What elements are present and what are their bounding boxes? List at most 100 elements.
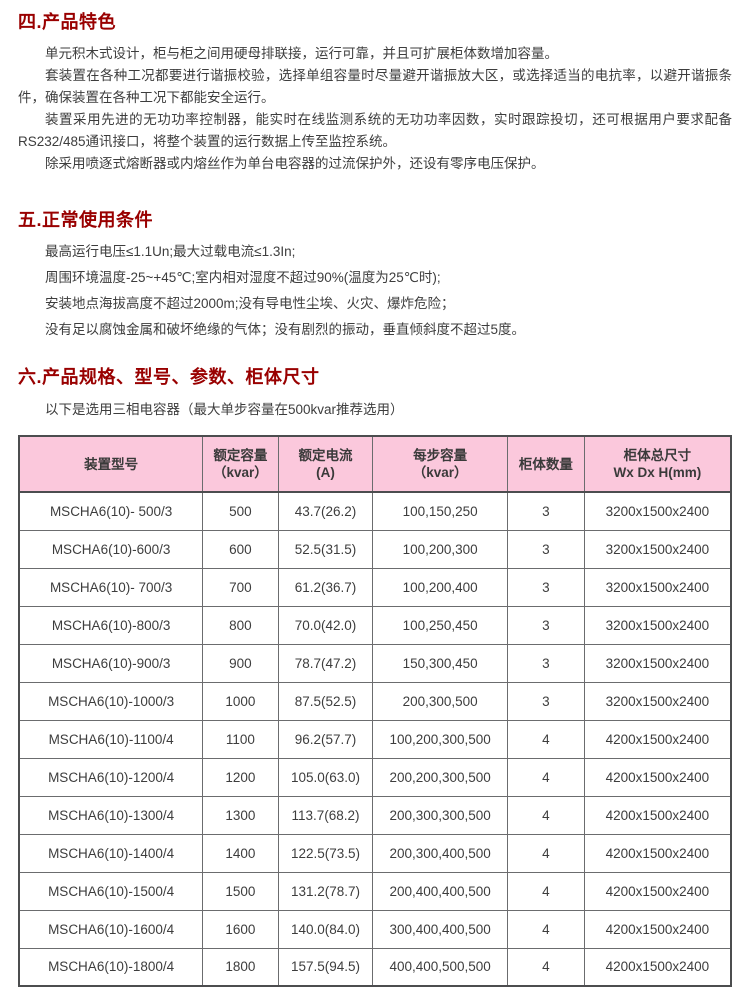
table-cell: MSCHA6(10)-1200/4	[18, 757, 204, 797]
table-cell: 43.7(26.2)	[277, 491, 374, 531]
table-row: MSCHA6(10)-1600/4 1600 140.0(84.0) 300,400,…	[18, 909, 732, 949]
table-cell: 1100	[202, 719, 279, 759]
table-cell: 400,400,500,500	[372, 947, 508, 987]
table-cell: MSCHA6(10)-900/3	[18, 643, 204, 683]
table-cell: 4200x1500x2400	[583, 947, 732, 987]
table-cell: MSCHA6(10)- 500/3	[18, 491, 204, 531]
table-row: MSCHA6(10)-900/3 900 78.7(47.2) 150,300,450…	[18, 643, 732, 683]
table-cell: MSCHA6(10)- 700/3	[18, 567, 204, 607]
table-cell: 4	[506, 909, 585, 949]
section4-paragraphs: 单元积木式设计，柜与柜之间用硬母排联接，运行可靠，并且可扩展柜体数增加容量。 套…	[18, 43, 732, 175]
table-cell: 3200x1500x2400	[583, 567, 732, 607]
table-cell: 3	[506, 567, 585, 607]
table-cell: 200,400,400,500	[372, 871, 508, 911]
table-cell: 4	[506, 795, 585, 835]
condition-line: 最高运行电压≤1.1Un;最大过载电流≤1.3In;	[45, 244, 296, 259]
section5-conditions: 最高运行电压≤1.1Un;最大过载电流≤1.3In; 周围环境温度-25~+45…	[18, 239, 732, 343]
header-label: 每步容量	[413, 448, 468, 463]
table-cell: 3200x1500x2400	[583, 529, 732, 569]
table-row: MSCHA6(10)-600/3 600 52.5(31.5) 100,200,300…	[18, 529, 732, 569]
header-cell-rated-capacity: 额定容量 （kvar）	[202, 435, 279, 493]
table-row: MSCHA6(10)- 700/3 700 61.2(36.7) 100,200,40…	[18, 567, 732, 607]
table-cell: 600	[202, 529, 279, 569]
table-cell: 100,200,300	[372, 529, 508, 569]
section4-heading: 四.产品特色	[18, 12, 117, 32]
table-cell: 3200x1500x2400	[583, 681, 732, 721]
header-cell-rated-current: 额定电流 (A)	[277, 435, 374, 493]
table-cell: 800	[202, 605, 279, 645]
table-cell: 900	[202, 643, 279, 683]
header-label: 额定电流	[298, 448, 353, 463]
table-cell: 3200x1500x2400	[583, 491, 732, 531]
table-cell: 3	[506, 491, 585, 531]
header-sublabel: Wx Dx H(mm)	[613, 465, 702, 480]
table-cell: 3	[506, 681, 585, 721]
table-row: MSCHA6(10)- 500/3 500 43.7(26.2) 100,150,25…	[18, 491, 732, 531]
table-cell: 3200x1500x2400	[583, 605, 732, 645]
table-cell: 4	[506, 757, 585, 797]
table-cell: MSCHA6(10)-1100/4	[18, 719, 204, 759]
table-cell: 4200x1500x2400	[583, 871, 732, 911]
paragraph: 除采用喷逐式熔断器或内熔丝作为单台电容器的过流保护外，还设有零序电压保护。	[45, 156, 545, 171]
table-cell: MSCHA6(10)-1300/4	[18, 795, 204, 835]
section6-heading: 六.产品规格、型号、参数、柜体尺寸	[18, 367, 320, 387]
table-cell: 1200	[202, 757, 279, 797]
table-cell: 4	[506, 947, 585, 987]
table-cell: MSCHA6(10)-1800/4	[18, 947, 204, 987]
table-cell: 122.5(73.5)	[277, 833, 374, 873]
table-cell: 78.7(47.2)	[277, 643, 374, 683]
condition-line: 安装地点海拔高度不超过2000m;没有导电性尘埃、火灾、爆炸危险；	[45, 296, 455, 311]
header-sublabel: （kvar）	[213, 465, 268, 480]
table-cell: 3	[506, 643, 585, 683]
table-header-row: 装置型号 额定容量 （kvar） 额定电流 (A) 每步容量 （kvar）	[18, 435, 732, 493]
table-cell: 4200x1500x2400	[583, 795, 732, 835]
section5-heading: 五.正常使用条件	[18, 210, 154, 230]
table-cell: MSCHA6(10)-1500/4	[18, 871, 204, 911]
section-product-features: 四.产品特色 单元积木式设计，柜与柜之间用硬母排联接，运行可靠，并且可扩展柜体数…	[18, 10, 732, 175]
table-cell: MSCHA6(10)-1600/4	[18, 909, 204, 949]
section-specifications: 六.产品规格、型号、参数、柜体尺寸 以下是选用三相电容器（最大单步容量在500k…	[18, 365, 732, 987]
table-cell: 3	[506, 605, 585, 645]
spec-table-head: 装置型号 额定容量 （kvar） 额定电流 (A) 每步容量 （kvar）	[18, 435, 732, 493]
table-cell: 131.2(78.7)	[277, 871, 374, 911]
table-cell: 200,300,500	[372, 681, 508, 721]
table-row: MSCHA6(10)-1800/4 1800 157.5(94.5) 400,400,…	[18, 947, 732, 987]
table-cell: MSCHA6(10)-600/3	[18, 529, 204, 569]
paragraph: 装置采用先进的无功功率控制器，能实时在线监测系统的无功功率因数，实时跟踪投切，还…	[18, 112, 732, 149]
table-cell: 140.0(84.0)	[277, 909, 374, 949]
header-label: 柜体数量	[518, 456, 573, 472]
table-row: MSCHA6(10)-1100/4 1100 96.2(57.7) 100,200,3…	[18, 719, 732, 759]
table-row: MSCHA6(10)-800/3 800 70.0(42.0) 100,250,450…	[18, 605, 732, 645]
table-row: MSCHA6(10)-1400/4 1400 122.5(73.5) 200,300,…	[18, 833, 732, 873]
condition-line: 没有足以腐蚀金属和破坏绝缘的气体；没有剧烈的振动，垂直倾斜度不超过5度。	[45, 322, 526, 337]
table-cell: 52.5(31.5)	[277, 529, 374, 569]
header-sublabel: (A)	[316, 465, 335, 480]
table-cell: 1500	[202, 871, 279, 911]
header-label: 额定容量	[213, 448, 268, 463]
table-cell: 1000	[202, 681, 279, 721]
table-cell: 100,200,300,500	[372, 719, 508, 759]
table-cell: 113.7(68.2)	[277, 795, 374, 835]
header-label: 柜体总尺寸	[623, 448, 692, 463]
condition-line: 周围环境温度-25~+45℃;室内相对湿度不超过90%(温度为25℃时);	[45, 270, 441, 285]
table-row: MSCHA6(10)-1000/3 1000 87.5(52.5) 200,300,5…	[18, 681, 732, 721]
header-cell-model: 装置型号	[18, 435, 204, 493]
table-cell: 200,300,300,500	[372, 795, 508, 835]
table-cell: 100,250,450	[372, 605, 508, 645]
table-cell: 96.2(57.7)	[277, 719, 374, 759]
table-cell: 200,300,400,500	[372, 833, 508, 873]
header-label: 装置型号	[84, 456, 139, 472]
table-cell: MSCHA6(10)-1400/4	[18, 833, 204, 873]
table-cell: 87.5(52.5)	[277, 681, 374, 721]
table-cell: 300,400,400,500	[372, 909, 508, 949]
table-cell: 3	[506, 529, 585, 569]
table-cell: 3200x1500x2400	[583, 643, 732, 683]
table-cell: 4200x1500x2400	[583, 719, 732, 759]
table-cell: 100,200,400	[372, 567, 508, 607]
spec-table: 装置型号 额定容量 （kvar） 额定电流 (A) 每步容量 （kvar）	[18, 435, 732, 987]
table-row: MSCHA6(10)-1200/4 1200 105.0(63.0) 200,200,…	[18, 757, 732, 797]
header-sublabel: （kvar）	[412, 465, 468, 480]
table-cell: 100,150,250	[372, 491, 508, 531]
table-subtitle: 以下是选用三相电容器（最大单步容量在500kvar推荐选用）	[45, 402, 404, 417]
